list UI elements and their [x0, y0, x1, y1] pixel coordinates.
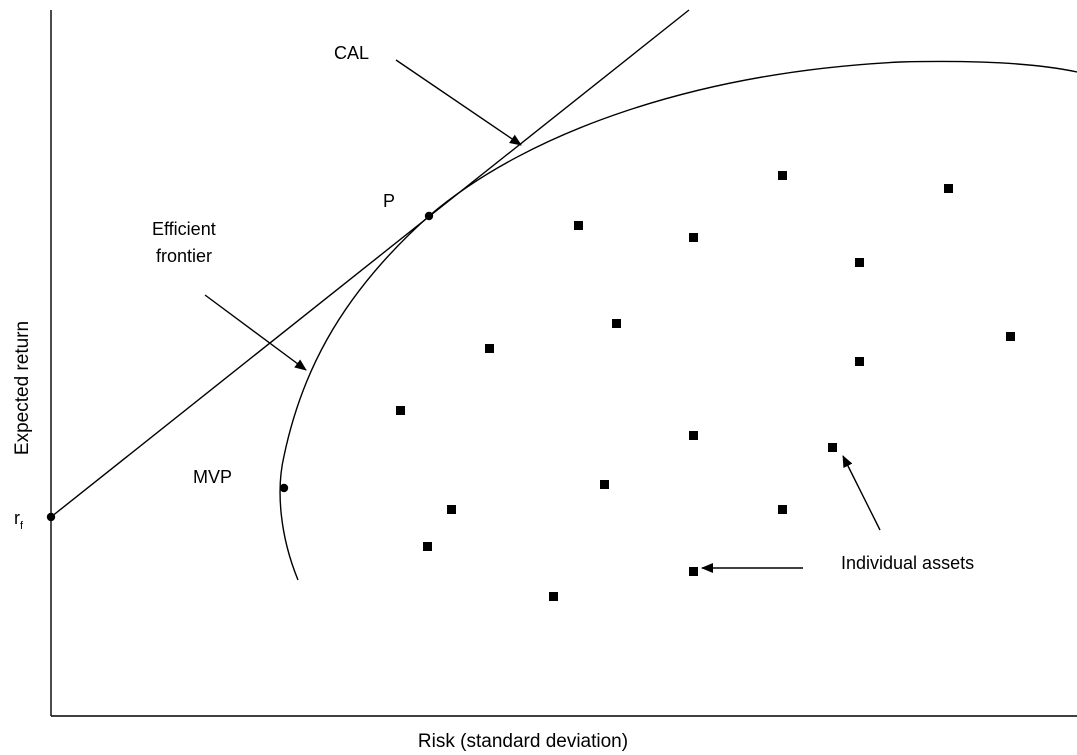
- asset-marker: [689, 431, 698, 440]
- asset-marker: [423, 542, 432, 551]
- asset-marker: [549, 592, 558, 601]
- asset-marker: [447, 505, 456, 514]
- efficient-frontier-label-1: Efficient: [152, 219, 216, 239]
- asset-marker: [778, 171, 787, 180]
- asset-marker: [1006, 332, 1015, 341]
- asset-marker: [855, 357, 864, 366]
- efficient-frontier-curve: [279, 60, 1077, 581]
- cal-arrow: [395, 59, 522, 146]
- rf-label: rf: [14, 508, 24, 532]
- individual-assets-label: Individual assets: [841, 553, 974, 573]
- efficient-frontier-arrow: [204, 294, 307, 371]
- individual-assets: [396, 171, 1015, 601]
- asset-marker: [855, 258, 864, 267]
- rf-point: [46, 512, 56, 522]
- asset-marker: [689, 567, 698, 576]
- y-axis-label: Expected return: [12, 321, 33, 455]
- individual-assets-arrow-up: [842, 455, 881, 531]
- cal-line: [50, 9, 690, 518]
- asset-marker: [600, 480, 609, 489]
- asset-marker: [778, 505, 787, 514]
- x-axis-label: Risk (standard deviation): [418, 731, 628, 752]
- asset-marker: [944, 184, 953, 193]
- asset-marker: [828, 443, 837, 452]
- asset-marker: [485, 344, 494, 353]
- mvp-point: [279, 483, 289, 493]
- asset-marker: [574, 221, 583, 230]
- efficient-frontier-label-2: frontier: [156, 246, 212, 266]
- asset-marker: [689, 233, 698, 242]
- cal-label: CAL: [334, 43, 369, 63]
- p-label: P: [383, 191, 395, 211]
- mvp-label: MVP: [193, 467, 232, 487]
- asset-marker: [396, 406, 405, 415]
- p-point: [424, 211, 434, 221]
- asset-marker: [612, 319, 621, 328]
